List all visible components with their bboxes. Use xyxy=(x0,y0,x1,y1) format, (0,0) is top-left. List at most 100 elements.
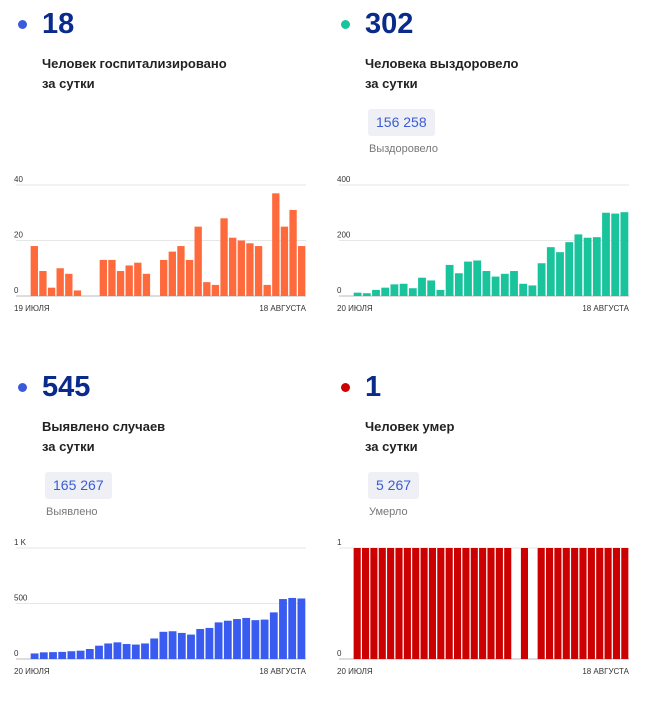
hospitalized-bar xyxy=(254,246,263,296)
deaths-bar xyxy=(612,548,621,659)
description-line-1: Человек умер xyxy=(365,419,455,434)
y-tick-label: 400 xyxy=(337,175,351,184)
recovered-bar xyxy=(454,273,463,296)
deaths-bar xyxy=(562,548,570,659)
x-end-label: 18 АВГУСТА xyxy=(582,304,629,313)
hospitalized-bar xyxy=(177,246,185,296)
description-line-2: за сутки xyxy=(42,439,95,454)
cases-total-label: Выявлено xyxy=(46,506,98,518)
y-tick-label: 0 xyxy=(14,649,19,658)
deaths-bar xyxy=(403,548,411,659)
hospitalized-bar xyxy=(99,259,107,296)
deaths-bar xyxy=(479,548,487,659)
deaths-bar xyxy=(545,548,554,659)
cases-bar xyxy=(251,620,260,659)
cases-bar xyxy=(168,631,177,659)
deaths-bar xyxy=(470,548,478,659)
bullet-dot-icon xyxy=(341,383,350,392)
hospitalized-bar xyxy=(134,262,142,296)
deaths-bar xyxy=(387,548,395,659)
hospitalized-bar xyxy=(220,218,228,296)
cases-bar xyxy=(85,649,94,659)
hospitalized-bar xyxy=(56,268,64,296)
x-start-label: 20 ИЮЛЯ xyxy=(337,667,373,676)
deaths-bar xyxy=(520,548,529,659)
hospitalized-bar xyxy=(272,193,280,296)
cases-bar xyxy=(30,653,39,659)
hospitalized-description: Человек госпитализировано за сутки xyxy=(42,54,302,94)
y-tick-label: 1 xyxy=(337,538,342,547)
description-line-2: за сутки xyxy=(365,76,418,91)
hospitalized-bar xyxy=(194,226,202,297)
cases-bar xyxy=(269,612,278,659)
recovered-bar xyxy=(537,263,546,296)
cases-bar xyxy=(113,642,122,659)
hospitalized-bar xyxy=(280,226,289,297)
deaths-bar xyxy=(571,548,579,659)
cases-bar xyxy=(159,631,168,659)
recovered-bar xyxy=(473,260,482,296)
hospitalized-bar xyxy=(237,240,245,296)
hospitalized-bar xyxy=(73,290,82,296)
recovered-bar xyxy=(445,264,454,296)
x-end-label: 18 АВГУСТА xyxy=(582,667,629,676)
deaths-bar xyxy=(554,548,562,659)
hospitalized-bar xyxy=(65,273,73,296)
deaths-bar xyxy=(579,548,587,659)
deaths-bar xyxy=(487,548,495,659)
cases-bar xyxy=(187,634,195,659)
cases-bar xyxy=(150,638,159,659)
deaths-bar xyxy=(370,548,378,659)
recovered-bar xyxy=(602,212,610,296)
deaths-bar xyxy=(587,548,595,659)
deaths-bar xyxy=(604,548,612,659)
deaths-bar xyxy=(420,548,428,659)
recovered-bar xyxy=(574,234,583,296)
cases-bar xyxy=(196,629,205,659)
recovered-bar xyxy=(372,289,380,296)
recovered-chart: 0 200 400 20 ИЮЛЯ 18 АВГУСТА xyxy=(337,175,630,313)
y-tick-label: 1 K xyxy=(14,538,27,547)
cases-bar xyxy=(214,622,223,659)
hospitalized-bar xyxy=(160,259,168,296)
recovered-bar xyxy=(408,288,417,296)
recovered-bar xyxy=(500,273,509,296)
cases-total-badge: 165 267 xyxy=(45,472,112,499)
deaths-bar xyxy=(462,548,470,659)
hospitalized-count: 18 xyxy=(42,8,75,40)
recovered-description: Человека выздоровело за сутки xyxy=(365,54,625,94)
recovered-bar xyxy=(353,292,362,296)
deaths-bar xyxy=(596,548,604,659)
recovered-bar xyxy=(399,283,408,296)
cases-bar xyxy=(39,652,48,659)
cases-bar xyxy=(67,651,76,659)
description-line-2: за сутки xyxy=(365,439,418,454)
bullet-dot-icon xyxy=(341,20,350,29)
recovered-bar xyxy=(592,237,601,296)
hospitalized-bar xyxy=(203,282,211,297)
cases-bar xyxy=(297,598,306,659)
bullet-dot-icon xyxy=(18,20,27,29)
deaths-total-label: Умерло xyxy=(369,506,408,518)
cases-bar xyxy=(76,650,85,659)
cases-bar xyxy=(205,627,214,659)
recovered-bar xyxy=(510,271,518,296)
hospitalized-bar xyxy=(39,271,47,296)
cases-bar xyxy=(131,644,140,659)
y-tick-label: 20 xyxy=(14,231,23,240)
recovered-bar xyxy=(390,284,399,296)
description-line-1: Выявлено случаев xyxy=(42,419,166,434)
cases-bar xyxy=(49,652,57,659)
hospitalized-bar xyxy=(30,246,38,296)
cases-bar xyxy=(104,643,113,659)
recovered-bar xyxy=(491,276,500,296)
cases-bar xyxy=(288,597,297,659)
x-start-label: 20 ИЮЛЯ xyxy=(14,667,50,676)
cases-description: Выявлено случаев за сутки xyxy=(42,417,302,457)
deaths-total-badge: 5 267 xyxy=(368,472,420,499)
description-line-2: за сутки xyxy=(42,76,95,91)
y-tick-label: 500 xyxy=(14,594,28,603)
recovered-bar xyxy=(381,287,390,296)
deaths-bar xyxy=(445,548,453,659)
y-tick-label: 200 xyxy=(337,231,351,240)
